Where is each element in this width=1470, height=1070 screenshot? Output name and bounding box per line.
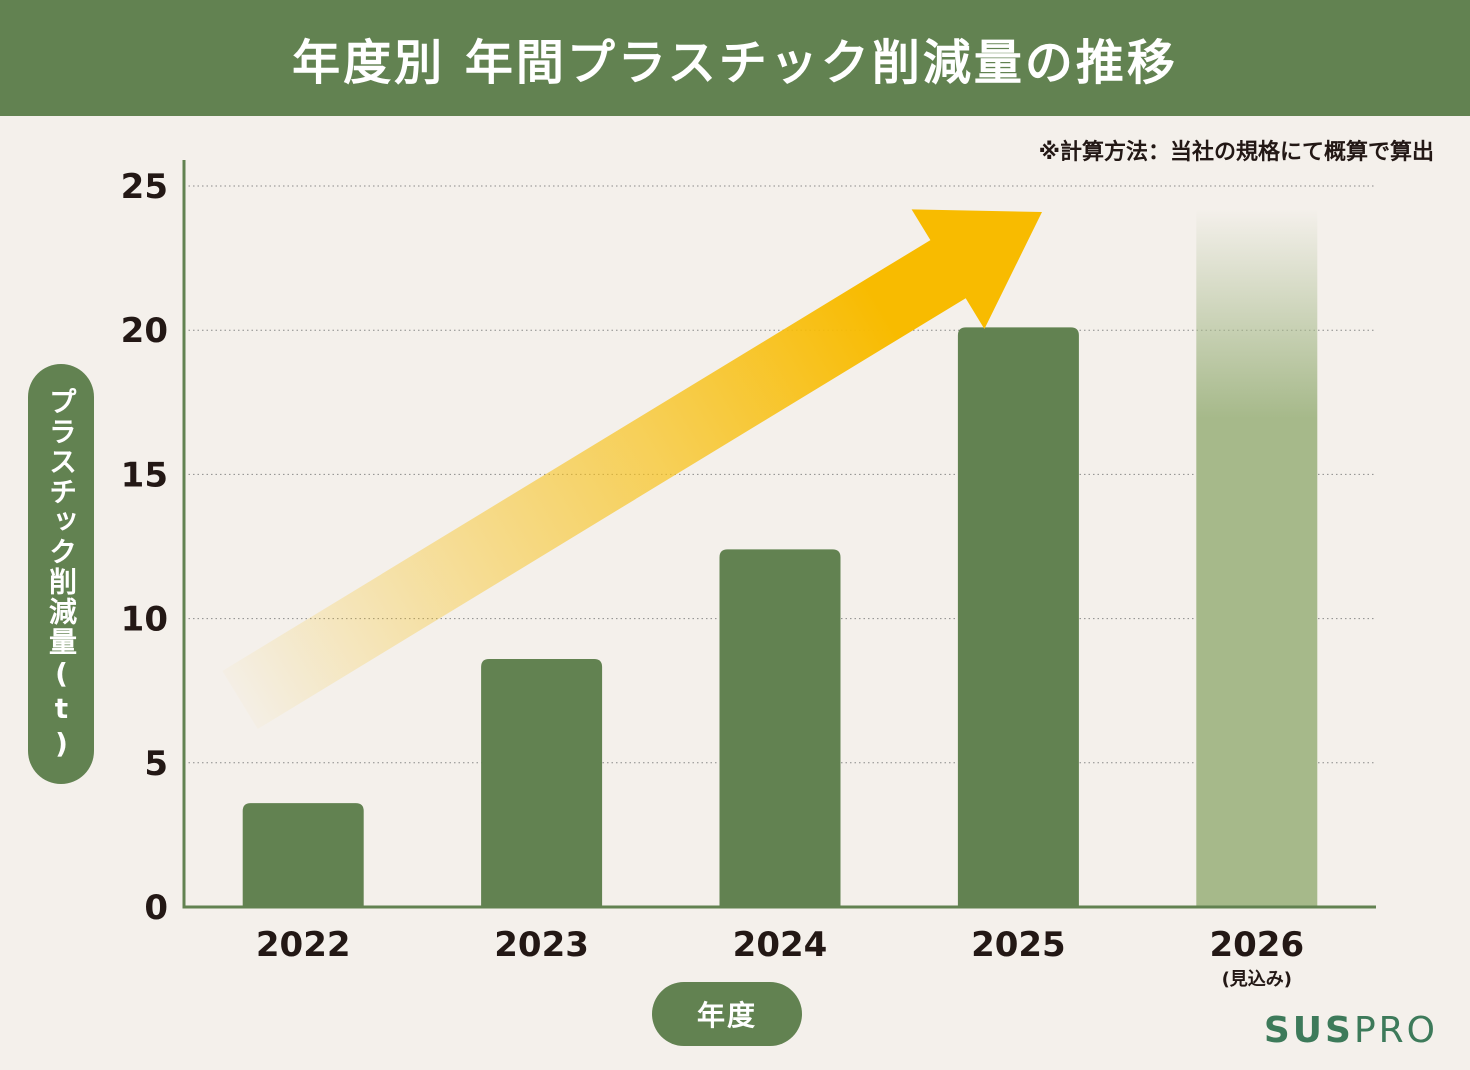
y-tick-label: 10 (121, 600, 168, 640)
x-axis-label: 年度 (696, 999, 757, 1032)
logo-part-pro: PRO (1353, 1010, 1438, 1051)
x-axis-label-pill: 年度 (652, 982, 802, 1046)
bar-2025 (957, 327, 1079, 907)
x-tick-label: 2026 (1209, 925, 1304, 965)
chart-title: 年度別 年間プラスチック削減量の推移 (292, 35, 1178, 91)
y-tick-label: 15 (121, 455, 168, 495)
x-tick-label: 2024 (733, 925, 828, 965)
bar-projected-2026 (1196, 209, 1318, 907)
bar-2022 (242, 803, 364, 907)
y-axis-label: プラスチック削減量(t) (45, 386, 78, 762)
y-tick-label: 5 (144, 744, 168, 784)
header-banner: 年度別 年間プラスチック削減量の推移 (0, 0, 1470, 116)
brand-logo: SUSPRO (1264, 1010, 1438, 1051)
bar-2023 (481, 658, 603, 907)
logo-part-sus: SUS (1263, 1010, 1354, 1051)
trend-arrow (222, 209, 1043, 729)
x-tick-sublabel: (見込み) (1222, 969, 1292, 990)
bar-2024 (719, 549, 841, 907)
x-tick-label: 2025 (971, 925, 1066, 965)
x-tick-label: 2022 (256, 925, 351, 965)
calculation-note: ※計算方法：当社の規格にて概算で算出 (1038, 140, 1434, 165)
y-tick-label: 20 (121, 311, 168, 351)
x-tick-label: 2023 (494, 925, 589, 965)
y-tick-label: 25 (121, 167, 168, 207)
y-tick-label: 0 (144, 888, 168, 928)
y-axis-label-pill: プラスチック削減量(t) (28, 364, 94, 784)
